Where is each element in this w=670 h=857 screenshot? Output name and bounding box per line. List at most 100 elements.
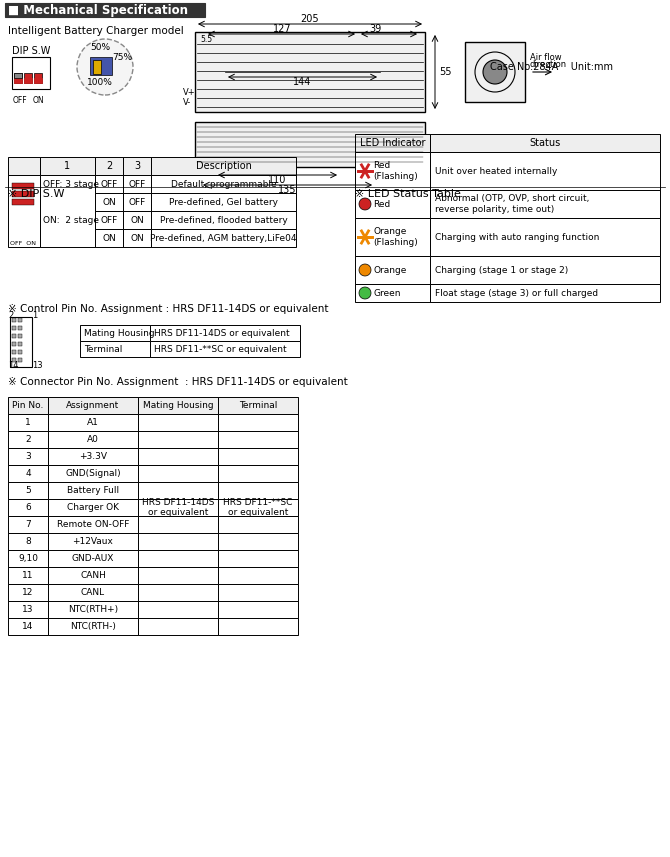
Bar [138, 601, 218, 618]
Bar [12, 326, 16, 330]
Bar [123, 211, 151, 229]
Bar [123, 229, 151, 247]
Text: Default, programmable: Default, programmable [171, 179, 276, 189]
Bar [138, 397, 218, 414]
Bar [151, 193, 296, 211]
Bar [48, 465, 138, 482]
Text: +12Vaux: +12Vaux [72, 537, 113, 546]
Text: 3: 3 [25, 452, 31, 461]
Text: Orange
(Flashing): Orange (Flashing) [373, 227, 418, 247]
Text: Red
(Flashing): Red (Flashing) [373, 161, 418, 181]
Text: Pre-defined, flooded battery: Pre-defined, flooded battery [159, 215, 287, 225]
Bar [138, 448, 218, 465]
Text: OFF: 3 stage: OFF: 3 stage [43, 179, 99, 189]
Bar [12, 358, 16, 362]
Text: 2: 2 [25, 435, 31, 444]
Text: Green: Green [373, 289, 401, 297]
Text: 1: 1 [25, 418, 31, 427]
Text: 135: 135 [278, 185, 296, 195]
Text: 100%: 100% [87, 77, 113, 87]
Text: 14: 14 [22, 622, 34, 631]
Text: OFF: OFF [100, 215, 118, 225]
Text: 2: 2 [8, 310, 13, 320]
Text: Pre-defined, Gel battery: Pre-defined, Gel battery [169, 197, 278, 207]
Bar [218, 448, 298, 465]
Text: ON: ON [130, 215, 144, 225]
Bar [430, 218, 660, 256]
Text: ON: ON [33, 95, 45, 105]
Bar [8, 618, 48, 635]
Text: A0: A0 [87, 435, 99, 444]
Text: 7: 7 [25, 520, 31, 529]
Bar [14, 73, 22, 78]
Circle shape [359, 287, 371, 299]
Bar [80, 325, 150, 341]
Bar [5, 3, 205, 17]
Bar [18, 350, 22, 354]
Bar [218, 584, 298, 601]
Text: 50%: 50% [90, 43, 110, 51]
Text: 13: 13 [22, 605, 34, 614]
Bar [14, 78, 22, 83]
Text: Float stage (stage 3) or full charged: Float stage (stage 3) or full charged [435, 289, 598, 297]
Bar [12, 57, 50, 89]
Bar [8, 414, 48, 431]
Text: 55: 55 [439, 67, 452, 77]
Bar [95, 157, 123, 175]
Text: HRS DF11-**SC
or equivalent: HRS DF11-**SC or equivalent [223, 498, 293, 518]
Bar [218, 397, 298, 414]
Text: ON: ON [102, 233, 116, 243]
Bar [24, 73, 32, 83]
Bar [218, 601, 298, 618]
Text: OFF: OFF [100, 179, 118, 189]
Bar [8, 482, 48, 499]
Text: V-: V- [183, 98, 191, 106]
Bar [12, 342, 16, 346]
Bar [8, 516, 48, 533]
Bar [48, 618, 138, 635]
Bar [8, 397, 48, 414]
Bar [12, 191, 34, 197]
Bar [138, 516, 218, 533]
Bar [18, 318, 22, 322]
Text: OFF: OFF [129, 197, 145, 207]
Bar [123, 175, 151, 193]
Text: Description: Description [196, 161, 251, 171]
Bar [138, 584, 218, 601]
Text: 1: 1 [32, 310, 38, 320]
Bar [8, 465, 48, 482]
Text: direction: direction [530, 59, 567, 69]
Bar [8, 550, 48, 567]
Text: GND-AUX: GND-AUX [72, 554, 114, 563]
Text: Intelligent Battery Charger model: Intelligent Battery Charger model [8, 26, 184, 36]
Bar [18, 326, 22, 330]
Bar [123, 193, 151, 211]
Bar [355, 218, 430, 256]
Bar [48, 533, 138, 550]
Bar [48, 567, 138, 584]
Bar [8, 533, 48, 550]
Text: +3.3V: +3.3V [79, 452, 107, 461]
Text: OFF: OFF [129, 179, 145, 189]
Bar [355, 284, 430, 302]
Text: Charging with auto ranging function: Charging with auto ranging function [435, 232, 600, 242]
Bar [218, 567, 298, 584]
Bar [95, 175, 123, 193]
Bar [151, 211, 296, 229]
Bar [138, 533, 218, 550]
Bar [34, 78, 42, 83]
Bar [195, 122, 425, 167]
Text: V+: V+ [183, 87, 196, 97]
Bar [138, 482, 218, 499]
Circle shape [483, 60, 507, 84]
Text: 144: 144 [293, 77, 311, 87]
Text: ※ DIP S.W: ※ DIP S.W [8, 189, 64, 199]
Text: ■ Mechanical Specification: ■ Mechanical Specification [8, 3, 188, 16]
Bar [12, 183, 34, 189]
Bar [355, 134, 430, 152]
Bar [18, 358, 22, 362]
Bar [138, 567, 218, 584]
Text: HRS DF11-14DS
or equivalent: HRS DF11-14DS or equivalent [142, 498, 214, 518]
Bar [48, 550, 138, 567]
Text: ON:  2 stage: ON: 2 stage [43, 215, 99, 225]
